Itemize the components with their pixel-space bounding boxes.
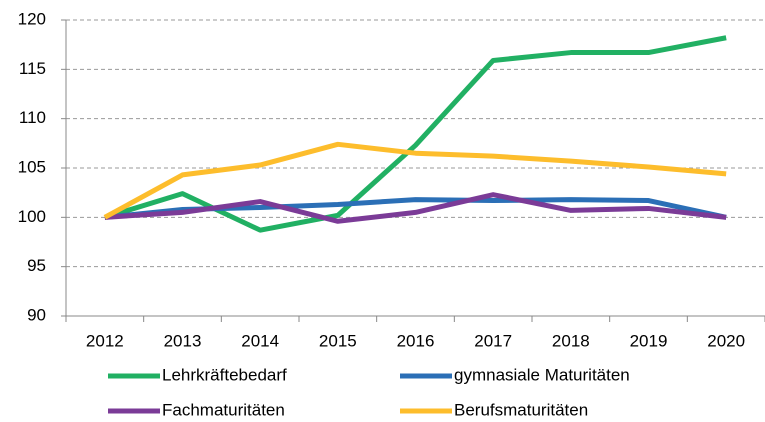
x-tick-label: 2012 bbox=[86, 331, 124, 350]
y-tick-label: 95 bbox=[27, 256, 46, 275]
series-line bbox=[103, 141, 727, 220]
x-tick-label: 2020 bbox=[707, 331, 745, 350]
x-tick-label: 2019 bbox=[630, 331, 668, 350]
y-tick-label: 120 bbox=[18, 9, 46, 28]
x-tick-label: 2018 bbox=[552, 331, 590, 350]
y-tick-label: 100 bbox=[18, 207, 46, 226]
x-tick-label: 2014 bbox=[241, 331, 279, 350]
series-line bbox=[104, 35, 727, 233]
y-tick-label: 110 bbox=[19, 108, 46, 127]
y-tick-label: 105 bbox=[18, 157, 46, 176]
y-tick-label: 90 bbox=[27, 305, 46, 324]
series-line bbox=[104, 192, 727, 224]
x-tick-label: 2016 bbox=[397, 331, 435, 350]
legend-label: Fachmaturitäten bbox=[162, 400, 285, 419]
x-tick-label: 2015 bbox=[319, 331, 357, 350]
legend-label: gymnasiale Maturitäten bbox=[454, 365, 630, 384]
legend-label: Lehrkräftebedarf bbox=[162, 365, 287, 384]
legend-label: Berufsmaturitäten bbox=[454, 400, 588, 419]
x-tick-label: 2013 bbox=[164, 331, 202, 350]
y-tick-label: 115 bbox=[19, 59, 46, 78]
x-tick-label: 2017 bbox=[474, 331, 512, 350]
